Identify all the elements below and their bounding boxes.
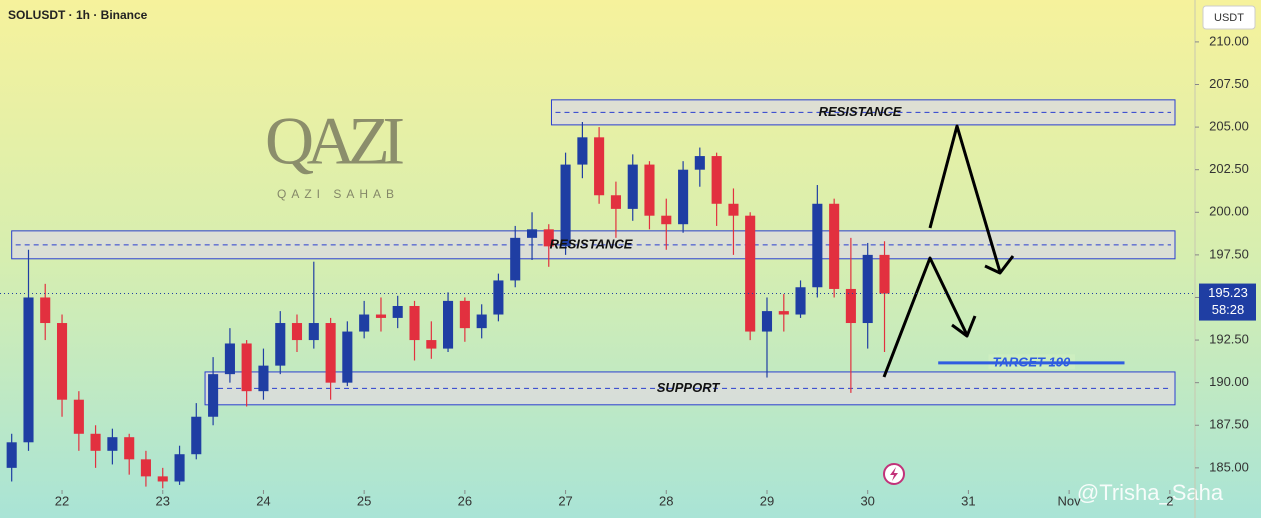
candle-body — [23, 297, 34, 443]
candle-body — [308, 323, 319, 341]
candle-body — [526, 229, 538, 238]
arrow — [882, 256, 969, 378]
candle-body — [140, 459, 151, 477]
candle-body — [560, 164, 571, 247]
x-tick-label: 26 — [458, 493, 472, 508]
candle-body — [40, 297, 51, 324]
candle-body — [258, 365, 269, 392]
candle-body — [224, 343, 235, 375]
y-tick-label: 210.00 — [1209, 33, 1249, 48]
candle-body — [476, 314, 487, 329]
candle-body — [392, 305, 403, 318]
candle-body — [510, 237, 521, 281]
x-tick-label: 31 — [961, 493, 975, 508]
candle-body — [174, 454, 185, 482]
alert-icon[interactable] — [883, 463, 905, 485]
arrow-head — [984, 255, 1015, 275]
candles — [6, 121, 890, 489]
currency-label[interactable]: USDT — [1214, 12, 1244, 24]
y-tick-label: 187.50 — [1209, 417, 1249, 432]
candle-body — [493, 280, 504, 315]
candle-body — [426, 340, 437, 349]
candle-body — [644, 164, 655, 216]
logo-subtitle: QAZI SAHAB — [277, 187, 399, 201]
candle-body — [73, 399, 84, 434]
y-tick-label: 197.50 — [1209, 246, 1249, 261]
candle-body — [627, 164, 638, 209]
candle-body — [829, 203, 840, 289]
last-price-box — [1199, 283, 1256, 321]
y-tick-label: 205.00 — [1209, 119, 1249, 134]
arrow — [928, 124, 1002, 273]
x-tick-label: 30 — [860, 493, 874, 508]
candle-body — [241, 343, 252, 392]
candle-body — [694, 156, 705, 170]
logo-watermark: QAZI — [265, 103, 405, 179]
candle-body — [443, 300, 454, 349]
x-tick-label: 23 — [156, 493, 170, 508]
countdown-label: 58:28 — [1212, 302, 1245, 317]
zone-label: RESISTANCE — [550, 236, 633, 251]
x-tick-label: 25 — [357, 493, 371, 508]
candle-body — [342, 331, 353, 383]
candle-body — [208, 374, 219, 417]
y-tick-label: 202.50 — [1209, 161, 1249, 176]
candle-body — [56, 323, 68, 400]
candle-body — [594, 137, 605, 196]
candle-body — [761, 311, 773, 332]
alert-bolt[interactable] — [890, 467, 898, 481]
zone-label: SUPPORT — [657, 380, 721, 395]
candle-body — [409, 305, 420, 341]
candle-body — [191, 416, 202, 455]
candle-body — [275, 323, 286, 366]
zone-labels: RESISTANCERESISTANCESUPPORTTARGET 190 — [550, 104, 1076, 395]
candle-body — [291, 323, 303, 341]
candle-body — [107, 437, 118, 451]
candle-body — [778, 311, 789, 315]
candle-body — [862, 254, 873, 324]
x-tick-label: 27 — [558, 493, 572, 508]
candle-body — [661, 215, 672, 225]
x-tick-label: 24 — [256, 493, 270, 508]
arrow-head — [951, 315, 977, 338]
x-tick-label: 29 — [760, 493, 774, 508]
credit-watermark: @Trisha_Saha — [1077, 480, 1224, 505]
x-tick-label: 2 — [1166, 493, 1173, 508]
candle-body — [610, 195, 621, 209]
candle-body — [90, 433, 101, 451]
zones — [11, 99, 1176, 406]
candle-body — [375, 314, 387, 318]
candle-body — [124, 437, 135, 460]
zone-label: RESISTANCE — [819, 104, 902, 119]
candle-body — [6, 442, 17, 468]
candle-body — [879, 254, 890, 294]
x-tick-label: Nov — [1058, 493, 1082, 508]
y-tick-label: 207.50 — [1209, 76, 1249, 91]
projection-arrows — [882, 124, 1015, 378]
candle-body — [728, 203, 739, 216]
x-tick-label: 28 — [659, 493, 673, 508]
y-tick-label: 185.00 — [1209, 459, 1249, 474]
y-tick-label: 200.00 — [1209, 204, 1249, 219]
y-tick-label: 192.50 — [1209, 332, 1249, 347]
candle-body — [577, 137, 588, 165]
candle-body — [325, 323, 336, 383]
x-tick-label: 22 — [55, 493, 69, 508]
candle-body — [359, 314, 370, 332]
candle-body — [711, 156, 722, 204]
candle-body — [745, 215, 756, 332]
y-tick-label: 190.00 — [1209, 374, 1249, 389]
currency-box[interactable] — [1202, 5, 1256, 30]
candle-body — [845, 288, 856, 324]
candle-body — [543, 229, 554, 247]
last-price-label: 195.23 — [1208, 285, 1248, 300]
candle-body — [812, 203, 823, 288]
candle-body — [459, 300, 470, 329]
candle-body — [795, 287, 806, 315]
candle-body — [157, 476, 168, 482]
candle-body — [678, 169, 689, 225]
symbol-title: SOLUSDT · 1h · Binance — [8, 8, 148, 22]
